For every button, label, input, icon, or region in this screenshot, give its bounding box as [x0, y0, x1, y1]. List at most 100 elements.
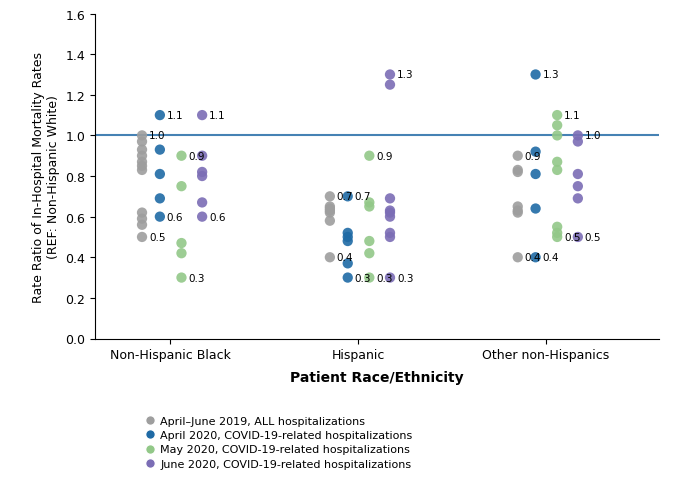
Point	[197, 169, 208, 177]
Point	[512, 203, 523, 211]
Point	[572, 183, 583, 191]
Point	[552, 224, 563, 231]
Point	[512, 254, 523, 261]
Point	[364, 250, 375, 257]
Point	[136, 163, 147, 170]
Point	[552, 166, 563, 174]
Point	[176, 250, 187, 257]
Point	[384, 82, 395, 90]
Point	[384, 72, 395, 79]
Point	[136, 132, 147, 140]
Text: 1.1: 1.1	[564, 111, 581, 121]
Point	[197, 199, 208, 207]
Point	[325, 207, 335, 215]
Point	[384, 234, 395, 242]
Text: 0.9: 0.9	[376, 151, 392, 161]
Text: 0.9: 0.9	[525, 151, 541, 161]
Point	[572, 132, 583, 140]
Point	[136, 147, 147, 154]
Point	[384, 213, 395, 221]
Text: 0.4: 0.4	[337, 253, 353, 263]
Point	[530, 205, 541, 213]
Text: 0.7: 0.7	[354, 192, 371, 202]
Point	[342, 274, 353, 282]
Point	[572, 138, 583, 146]
Point	[342, 260, 353, 268]
X-axis label: Patient Race/Ethnicity: Patient Race/Ethnicity	[290, 370, 464, 384]
Text: 0.3: 0.3	[354, 273, 371, 283]
Point	[154, 195, 165, 203]
Legend: April–June 2019, ALL hospitalizations, April 2020, COVID-19-related hospitalizat: April–June 2019, ALL hospitalizations, A…	[146, 416, 412, 469]
Point	[364, 199, 375, 207]
Y-axis label: Rate Ratio of In-Hospital Mortality Rates
(REF: Non-Hispanic White): Rate Ratio of In-Hospital Mortality Rate…	[32, 51, 60, 302]
Point	[572, 195, 583, 203]
Point	[530, 149, 541, 156]
Point	[154, 171, 165, 179]
Text: 0.6: 0.6	[167, 212, 183, 222]
Point	[342, 238, 353, 245]
Point	[176, 152, 187, 160]
Point	[364, 152, 375, 160]
Point	[197, 112, 208, 120]
Text: 1.3: 1.3	[543, 70, 559, 80]
Point	[176, 274, 187, 282]
Text: 0.5: 0.5	[585, 232, 602, 242]
Point	[384, 209, 395, 217]
Point	[384, 195, 395, 203]
Point	[154, 147, 165, 154]
Point	[136, 138, 147, 146]
Point	[530, 72, 541, 79]
Point	[176, 240, 187, 247]
Point	[512, 166, 523, 174]
Point	[325, 205, 335, 213]
Point	[384, 207, 395, 215]
Point	[342, 193, 353, 201]
Text: 0.5: 0.5	[149, 232, 166, 242]
Point	[512, 207, 523, 215]
Point	[136, 166, 147, 174]
Point	[512, 209, 523, 217]
Text: 1.0: 1.0	[585, 131, 602, 141]
Point	[325, 217, 335, 225]
Text: 0.7: 0.7	[337, 192, 353, 202]
Text: 1.3: 1.3	[397, 70, 414, 80]
Point	[552, 234, 563, 242]
Point	[197, 152, 208, 160]
Text: 0.3: 0.3	[376, 273, 392, 283]
Point	[136, 159, 147, 166]
Point	[154, 213, 165, 221]
Point	[364, 203, 375, 211]
Point	[325, 254, 335, 261]
Point	[384, 274, 395, 282]
Text: 1.0: 1.0	[149, 131, 166, 141]
Text: 1.1: 1.1	[209, 111, 225, 121]
Point	[342, 234, 353, 242]
Point	[325, 193, 335, 201]
Point	[384, 229, 395, 237]
Point	[572, 234, 583, 242]
Point	[136, 234, 147, 242]
Text: 1.1: 1.1	[167, 111, 183, 121]
Text: 0.6: 0.6	[209, 212, 225, 222]
Point	[530, 254, 541, 261]
Point	[512, 152, 523, 160]
Point	[136, 152, 147, 160]
Point	[552, 122, 563, 130]
Point	[197, 173, 208, 181]
Text: 0.3: 0.3	[397, 273, 414, 283]
Point	[552, 159, 563, 166]
Text: 0.5: 0.5	[564, 232, 581, 242]
Text: 0.3: 0.3	[188, 273, 205, 283]
Point	[552, 112, 563, 120]
Point	[197, 213, 208, 221]
Point	[364, 238, 375, 245]
Point	[342, 229, 353, 237]
Point	[512, 169, 523, 177]
Text: 0.4: 0.4	[525, 253, 541, 263]
Point	[530, 171, 541, 179]
Point	[552, 132, 563, 140]
Point	[325, 203, 335, 211]
Point	[176, 183, 187, 191]
Point	[136, 222, 147, 229]
Point	[572, 171, 583, 179]
